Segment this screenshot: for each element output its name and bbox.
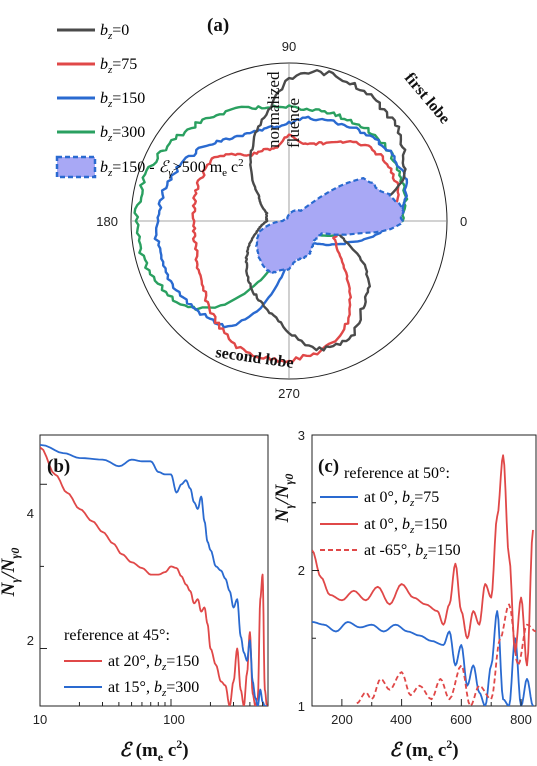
legend-label-bz300: bz=300 <box>100 124 145 144</box>
legend-label-bz150: bz=150 <box>100 90 145 110</box>
legend-label-c-blue: at 0°, bz=75 <box>364 489 439 509</box>
legend-label-bz0: bz=0 <box>100 22 129 42</box>
line-c-at-65-b-z-150 <box>356 603 536 706</box>
legend-swatch-high-energy <box>55 155 97 179</box>
polar-series-b-z-0 <box>244 68 407 352</box>
polar-series-b-z-150-500-m-e-c <box>255 177 405 275</box>
panel-c-label: (c) <box>318 456 339 477</box>
x-tick-10-b: 10 <box>33 712 47 727</box>
ticks-group-c <box>311 434 522 707</box>
x-tick-100-b: 100 <box>163 712 185 727</box>
panel-a: (a) 90 180 0 270 normalizedfluence first… <box>55 15 467 401</box>
y-tick-2-c: 2 <box>298 563 305 578</box>
ticks-group-b <box>39 483 264 706</box>
polar-series-b-z-75 <box>191 133 400 364</box>
series-group-b <box>40 444 268 706</box>
legend-label-b-red: at 20°, bz=150 <box>108 653 199 673</box>
x-tick-200-c: 200 <box>331 712 353 727</box>
legend-a: bz=0 bz=75 bz=150 bz=300 bz=150 - ℰγ>500… <box>55 22 244 179</box>
legend-c: reference at 50°: at 0°, bz=75 at 0°, bz… <box>320 465 461 562</box>
series-group-c <box>312 454 536 706</box>
annotation-second-lobe: second lobe <box>214 344 294 372</box>
line-b-at-15-b-z-300 <box>40 444 268 706</box>
x-tick-400-c: 400 <box>390 712 412 727</box>
plot-frame-b <box>39 434 269 707</box>
radial-axis-label: normalizedfluence <box>264 71 303 148</box>
legend-label-c-red-dashed: at -65°, bz=150 <box>364 542 461 562</box>
y-tick-3-c: 3 <box>298 428 305 443</box>
x-tick-800-c: 800 <box>510 712 532 727</box>
legend-label-c-red: at 0°, bz=150 <box>364 516 447 536</box>
angle-tick-270: 270 <box>278 386 300 401</box>
angle-tick-90: 90 <box>282 39 296 54</box>
legend-label-high-energy: bz=150 - ℰγ>500 me c2 <box>100 157 244 179</box>
panel-c: (c) 200 400 600 800 1 2 3 ℰ (me c2) Nγ/N… <box>272 428 537 764</box>
panel-b: (b) 10 100 2 4 ℰ (me c2) Nγ/Nγ0 referenc… <box>0 434 269 764</box>
y-axis-label-b: Nγ/Nγ0 <box>0 548 22 598</box>
x-axis-label-c: ℰ (me c2) <box>389 737 458 764</box>
legend-b: reference at 45°: at 20°, bz=150 at 15°,… <box>64 627 199 699</box>
y-axis-label-c: Nγ/Nγ0 <box>272 474 296 524</box>
legend-title-c: reference at 50°: <box>344 465 450 482</box>
y-tick-4-b: 4 <box>27 506 34 521</box>
y-tick-2-b: 2 <box>27 633 34 648</box>
panel-b-label: (b) <box>47 456 70 477</box>
angle-tick-0: 0 <box>460 214 467 229</box>
legend-label-bz75: bz=75 <box>100 56 137 76</box>
line-c-at-0-b-z-75 <box>312 610 534 706</box>
x-axis-label-b: ℰ (me c2) <box>119 737 188 764</box>
line-c-at-0-b-z-150 <box>312 454 534 667</box>
panel-a-label: (a) <box>207 15 229 36</box>
legend-label-b-blue: at 15°, bz=300 <box>108 679 199 699</box>
x-tick-600-c: 600 <box>450 712 472 727</box>
angle-tick-180: 180 <box>96 214 118 229</box>
legend-title-b: reference at 45°: <box>64 627 170 644</box>
y-tick-1-c: 1 <box>298 699 305 714</box>
polar-series-group <box>133 68 409 364</box>
